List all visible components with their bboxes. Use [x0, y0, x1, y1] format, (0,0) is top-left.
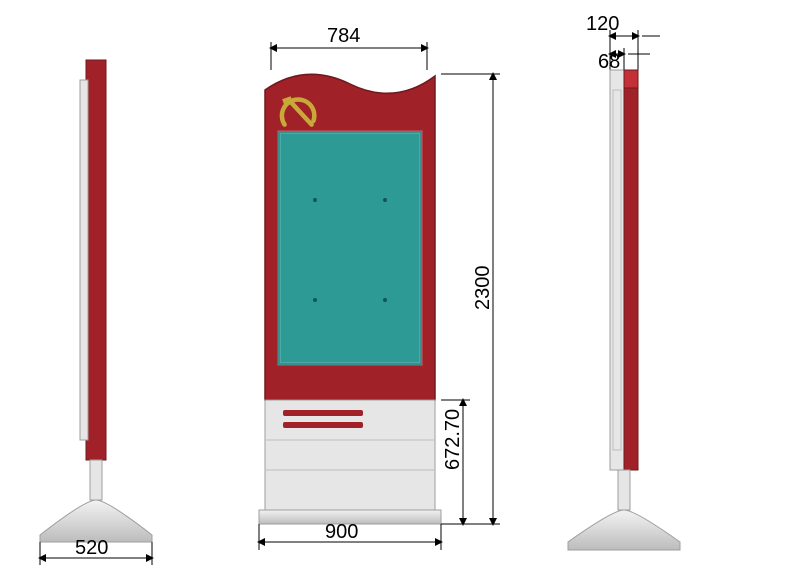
drawing-canvas: 520 784	[0, 0, 790, 580]
dim-front-bottom: 900	[325, 521, 358, 543]
left-side-view: 520	[40, 60, 152, 565]
front-view: 784 900	[259, 25, 500, 550]
dim-left-base: 520	[75, 537, 108, 559]
dim-front-top: 784	[327, 25, 360, 47]
dim-front-height: 2300	[472, 266, 494, 311]
dim-right-outer: 120	[586, 13, 619, 35]
right-side-view: 120 68	[568, 13, 680, 550]
dim-front-lower: 672.70	[442, 409, 464, 470]
